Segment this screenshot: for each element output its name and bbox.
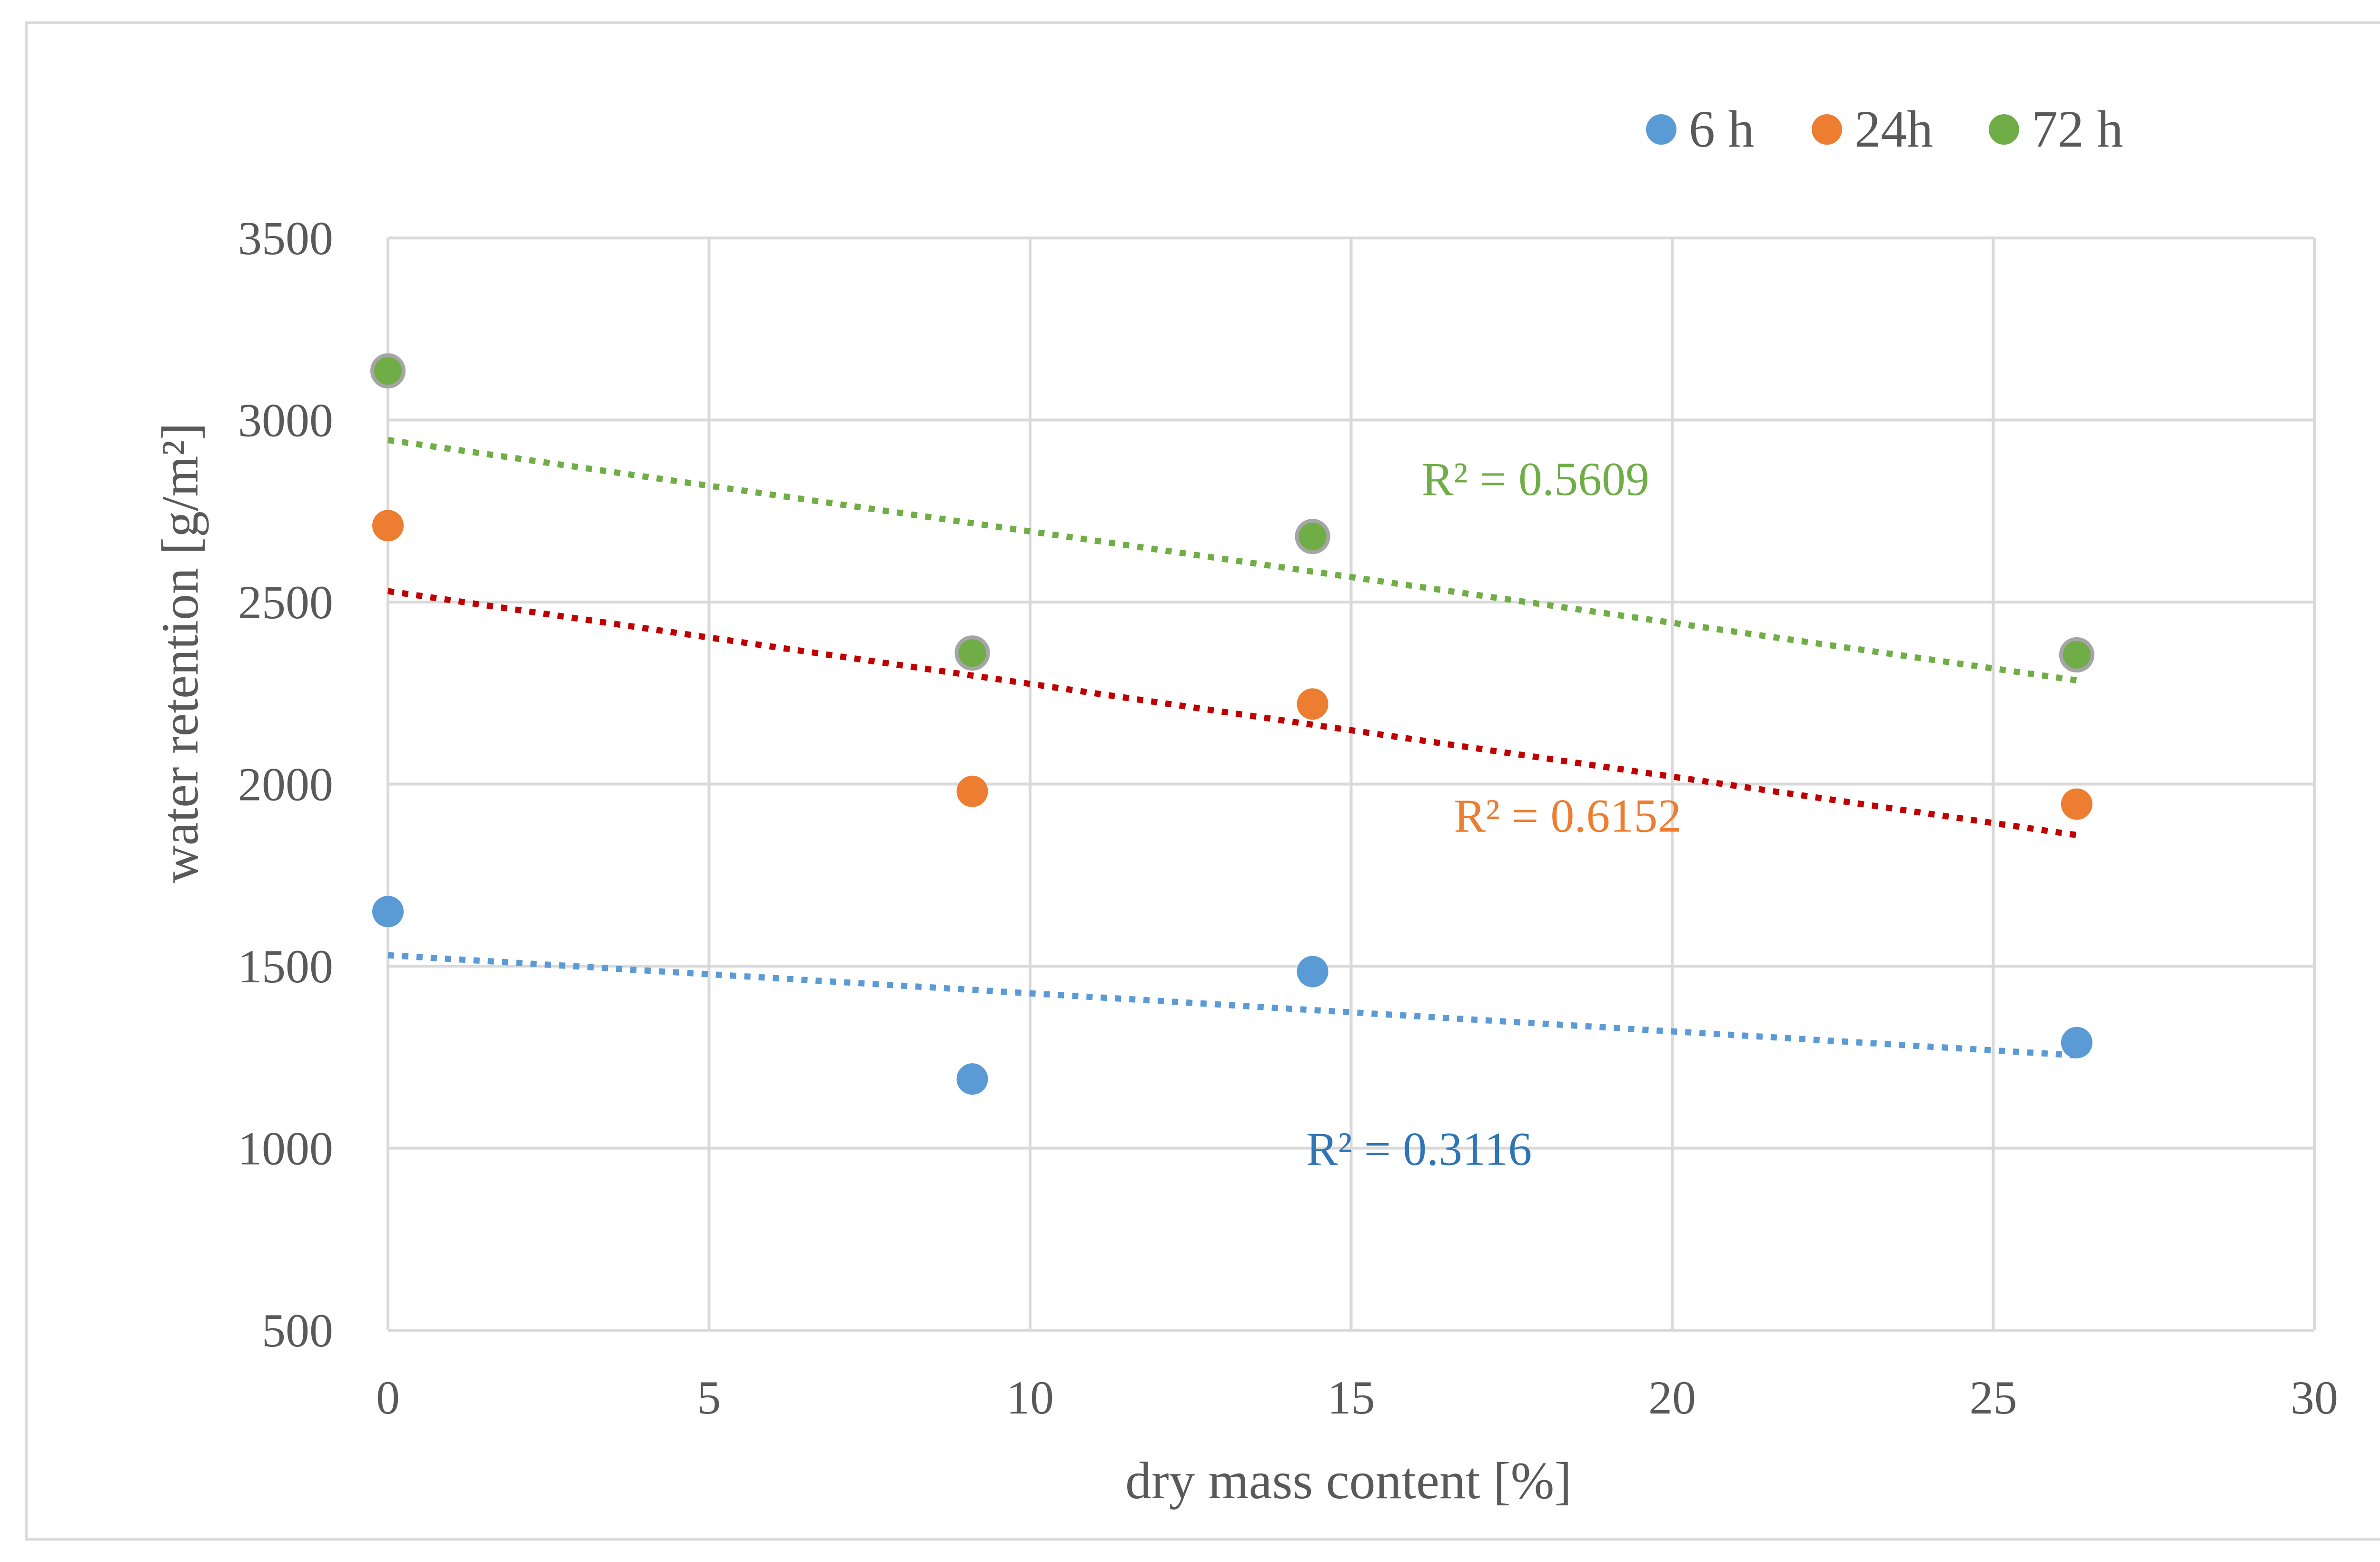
data-point-24h (372, 510, 404, 542)
x-axis-label: dry mass content [%] (1125, 1452, 1572, 1510)
y-axis-label: water retention [g/m²] (151, 423, 209, 883)
r2-labels: R² = 0.3116 R² = 0.6152 R² = 0.5609 (1306, 453, 1681, 1176)
r2-label-72h: R² = 0.5609 (1422, 453, 1649, 505)
legend-marker-72h (1989, 114, 2019, 145)
legend-marker-24h (1812, 114, 1842, 145)
r2-label-6h: R² = 0.3116 (1306, 1123, 1532, 1176)
data-point-24h (1297, 688, 1329, 720)
legend-marker-6h (1646, 114, 1676, 145)
chart-frame (25, 21, 2380, 1541)
legend-label-24h: 24h (1854, 100, 1933, 158)
y-tick-label: 3000 (238, 394, 333, 447)
y-tick-label: 1500 (238, 940, 333, 993)
y-tick-label: 3500 (238, 212, 333, 265)
r2-label-24h: R² = 0.6152 (1454, 790, 1681, 842)
data-point-24h (956, 775, 988, 807)
x-tick-label: 5 (697, 1371, 721, 1424)
legend-label-72h: 72 h (2032, 100, 2123, 158)
data-point-6h (956, 1063, 988, 1095)
trendline-6h (387, 952, 2077, 1058)
data-points (370, 353, 2094, 1095)
x-tick-label: 30 (2291, 1371, 2338, 1424)
legend: 6 h 24h 72 h (1646, 100, 2123, 158)
data-point-24h (2061, 788, 2092, 820)
data-point-6h (2061, 1027, 2092, 1058)
x-tick-label: 15 (1328, 1371, 1375, 1424)
data-point-6h (372, 896, 404, 928)
legend-label-6h: 6 h (1689, 100, 1755, 158)
grid-lines (387, 237, 2316, 1332)
data-point-72h (954, 635, 990, 671)
data-point-72h (370, 353, 406, 389)
x-tick-label: 20 (1648, 1371, 1696, 1424)
x-axis-ticks: 0 5 10 15 20 25 30 (376, 1371, 2338, 1424)
x-tick-label: 25 (1970, 1371, 2017, 1424)
y-tick-label: 500 (262, 1304, 333, 1357)
y-tick-label: 2000 (238, 758, 333, 811)
data-point-6h (1297, 956, 1329, 988)
y-tick-label: 1000 (238, 1122, 333, 1175)
y-tick-label: 2500 (238, 576, 333, 629)
x-tick-label: 0 (376, 1371, 400, 1424)
x-tick-label: 10 (1006, 1371, 1054, 1424)
data-point-72h (2059, 637, 2094, 672)
trendlines (387, 437, 2077, 1058)
data-point-72h (1295, 519, 1330, 554)
y-axis-ticks: 500 1000 1500 2000 2500 3000 3500 (238, 212, 333, 1357)
